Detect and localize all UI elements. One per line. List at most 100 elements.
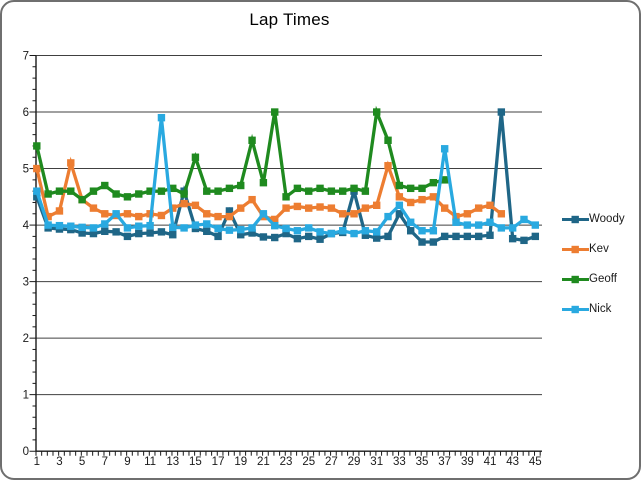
series-nick-marker: [395, 201, 404, 210]
series-kev-marker: [418, 195, 426, 204]
series-nick-marker: [214, 224, 222, 233]
series-geoff-marker: [248, 136, 256, 144]
series-nick-marker: [259, 210, 268, 218]
series-woody-marker: [497, 108, 506, 116]
series-kev-marker: [67, 159, 75, 167]
series-woody-marker: [429, 238, 438, 246]
series-woody-marker: [463, 232, 472, 241]
series-kev-marker: [384, 162, 392, 170]
series-nick-marker: [180, 224, 188, 232]
series-geoff-marker: [101, 181, 109, 190]
series-kev-marker: [123, 210, 132, 218]
series-geoff-marker: [327, 187, 336, 195]
series-nick-marker: [123, 224, 132, 232]
series-woody-marker: [259, 233, 268, 241]
y-tick-label: 4: [23, 220, 30, 232]
series-woody-marker: [316, 235, 324, 243]
x-tick-label: 27: [325, 456, 338, 468]
x-tick-label: 19: [234, 456, 247, 468]
x-tick-label: 23: [280, 456, 293, 468]
series-kev-marker: [248, 195, 256, 204]
x-tick-label: 39: [461, 456, 474, 468]
series-woody-marker: [112, 228, 120, 236]
series-nick-marker: [78, 223, 86, 232]
series-kev-marker: [497, 210, 506, 218]
x-tick-label: 3: [56, 456, 62, 468]
x-tick-label: 45: [529, 456, 542, 468]
series-nick-marker: [531, 221, 540, 229]
y-tick-label: 7: [23, 51, 29, 63]
series-nick-marker: [429, 227, 438, 235]
series-kev-marker: [373, 201, 381, 210]
series-geoff-marker: [89, 187, 98, 195]
series-kev-marker: [101, 210, 109, 218]
woody-series-marker-icon: [562, 215, 589, 224]
series-kev-marker: [89, 204, 98, 212]
chart-title: Lap Times: [249, 10, 330, 29]
series-kev-marker: [180, 199, 188, 208]
series-geoff-marker: [78, 195, 86, 204]
series-nick-marker: [316, 228, 324, 236]
legend-item-kev: Kev: [562, 239, 639, 260]
series-woody-marker: [135, 229, 143, 238]
series-nick-marker: [339, 227, 347, 235]
series-nick-marker: [67, 222, 75, 230]
legend: Woody Kev Geoff Nick: [562, 209, 639, 320]
x-tick-label: 15: [189, 456, 202, 468]
series-kev-marker: [463, 210, 472, 218]
series-woody-marker: [123, 232, 132, 241]
x-tick-label: 5: [79, 456, 85, 468]
series-geoff-marker: [418, 184, 426, 193]
series-woody-marker: [520, 236, 528, 245]
x-tick-label: 29: [348, 456, 361, 468]
series-kev-marker: [225, 212, 234, 221]
series-geoff-marker: [293, 184, 302, 193]
x-tick-label: 11: [144, 456, 156, 468]
series-kev-marker: [316, 203, 324, 211]
series-nick-marker: [282, 224, 290, 233]
series-kev-marker: [135, 212, 143, 221]
series-nick-marker: [157, 113, 166, 122]
series-geoff-marker: [316, 184, 324, 193]
series-kev-marker: [282, 204, 290, 212]
series-geoff-marker: [33, 142, 41, 150]
series-geoff-marker: [214, 187, 222, 195]
series-nick-marker: [440, 145, 449, 153]
series-geoff-marker: [191, 153, 200, 161]
x-tick-label: 41: [484, 456, 497, 468]
series-nick-marker: [169, 223, 177, 232]
series-woody-marker: [101, 227, 109, 236]
series-woody-marker: [225, 207, 234, 215]
y-tick-label: 0: [23, 446, 29, 458]
series-woody-marker: [531, 232, 540, 241]
x-tick-label: 43: [506, 456, 519, 468]
x-tick-label: 1: [34, 456, 40, 468]
series-nick: [33, 113, 540, 238]
series-woody-marker: [508, 234, 517, 243]
series-kev-marker: [339, 210, 347, 218]
series-nick-marker: [406, 218, 415, 226]
series-geoff-marker: [135, 190, 143, 198]
series-woody-marker: [33, 193, 41, 201]
x-tick-label: 25: [302, 456, 315, 468]
series-woody-marker: [78, 229, 86, 237]
y-tick-label: 2: [23, 333, 29, 345]
kev-series-marker-icon: [562, 245, 589, 254]
series-geoff-marker: [339, 187, 347, 195]
x-tick-label: 13: [166, 456, 179, 468]
series-geoff-marker: [384, 136, 392, 144]
series-geoff-marker: [350, 184, 358, 193]
series-woody-marker: [474, 232, 483, 241]
series-geoff-marker: [373, 108, 381, 116]
series-nick-marker: [293, 227, 302, 235]
series-nick-marker: [112, 210, 120, 218]
y-tick-label: 6: [23, 107, 29, 119]
legend-item-nick: Nick: [562, 299, 639, 320]
series-woody-marker: [203, 227, 211, 236]
series-woody-marker: [157, 228, 166, 236]
series-kev-marker: [203, 210, 211, 218]
series-nick-marker: [384, 212, 392, 221]
series-nick-marker: [497, 224, 506, 232]
series-geoff-marker: [259, 178, 268, 187]
legend-label-woody: Woody: [589, 212, 625, 225]
